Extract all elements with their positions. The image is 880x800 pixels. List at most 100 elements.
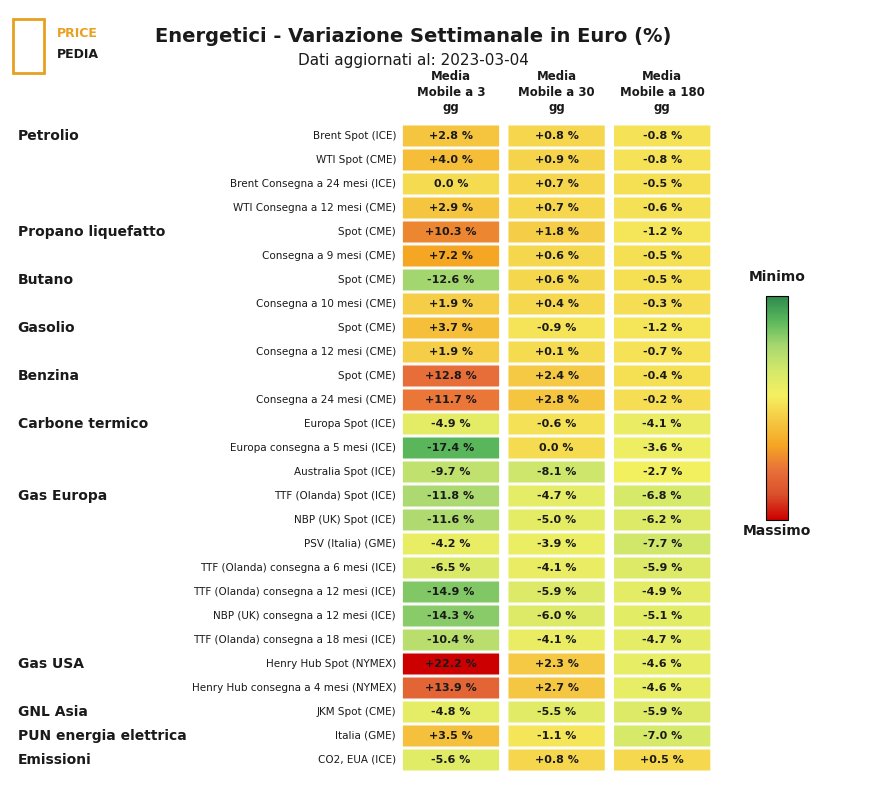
Text: -0.4 %: -0.4 % <box>642 371 682 381</box>
Text: JKM Spot (CME): JKM Spot (CME) <box>317 707 396 717</box>
Text: +0.8 %: +0.8 % <box>535 755 578 765</box>
FancyBboxPatch shape <box>13 18 44 73</box>
Text: Massimo: Massimo <box>743 524 811 538</box>
Text: Europa Spot (ICE): Europa Spot (ICE) <box>304 419 396 429</box>
Text: Minimo: Minimo <box>749 270 805 284</box>
Text: +10.3 %: +10.3 % <box>425 227 477 237</box>
Text: CO2, EUA (ICE): CO2, EUA (ICE) <box>318 755 396 765</box>
Text: -6.8 %: -6.8 % <box>642 491 682 501</box>
Text: -4.6 %: -4.6 % <box>642 683 682 693</box>
Text: -1.2 %: -1.2 % <box>642 323 682 333</box>
Text: +22.2 %: +22.2 % <box>425 659 477 669</box>
Text: GNL Asia: GNL Asia <box>18 705 87 719</box>
Text: Europa consegna a 5 mesi (ICE): Europa consegna a 5 mesi (ICE) <box>230 443 396 453</box>
Text: +0.5 %: +0.5 % <box>641 755 684 765</box>
Text: +11.7 %: +11.7 % <box>425 395 477 405</box>
Text: -4.2 %: -4.2 % <box>431 539 471 549</box>
Text: Petrolio: Petrolio <box>18 129 79 143</box>
Text: +1.8 %: +1.8 % <box>535 227 579 237</box>
Text: -0.8 %: -0.8 % <box>642 155 682 165</box>
Text: -4.1 %: -4.1 % <box>642 419 682 429</box>
Text: Energetici - Variazione Settimanale in Euro (%): Energetici - Variazione Settimanale in E… <box>156 26 671 46</box>
Text: -3.9 %: -3.9 % <box>537 539 576 549</box>
Text: WTI Consegna a 12 mesi (CME): WTI Consegna a 12 mesi (CME) <box>233 203 396 213</box>
Text: +1.9 %: +1.9 % <box>429 347 473 357</box>
Text: TTF (Olanda) consegna a 18 mesi (ICE): TTF (Olanda) consegna a 18 mesi (ICE) <box>194 635 396 645</box>
Text: -12.6 %: -12.6 % <box>428 275 474 285</box>
Text: +1.9 %: +1.9 % <box>429 299 473 309</box>
Text: Gasolio: Gasolio <box>18 321 75 335</box>
Text: Italia (GME): Italia (GME) <box>335 731 396 741</box>
Text: Spot (CME): Spot (CME) <box>338 371 396 381</box>
Text: Henry Hub consegna a 4 mesi (NYMEX): Henry Hub consegna a 4 mesi (NYMEX) <box>192 683 396 693</box>
Text: Consegna a 9 mesi (CME): Consegna a 9 mesi (CME) <box>262 251 396 261</box>
Text: -11.8 %: -11.8 % <box>428 491 474 501</box>
Text: Spot (CME): Spot (CME) <box>338 323 396 333</box>
Text: +13.9 %: +13.9 % <box>425 683 477 693</box>
Text: Consegna a 24 mesi (CME): Consegna a 24 mesi (CME) <box>256 395 396 405</box>
Text: PSV (Italia) (GME): PSV (Italia) (GME) <box>304 539 396 549</box>
Text: -6.2 %: -6.2 % <box>642 515 682 525</box>
Text: -0.6 %: -0.6 % <box>642 203 682 213</box>
Text: Gas USA: Gas USA <box>18 657 84 671</box>
Text: Brent Consegna a 24 mesi (ICE): Brent Consegna a 24 mesi (ICE) <box>230 179 396 189</box>
Text: -4.7 %: -4.7 % <box>642 635 682 645</box>
Text: Brent Spot (ICE): Brent Spot (ICE) <box>312 131 396 141</box>
Text: +3.7 %: +3.7 % <box>429 323 473 333</box>
Text: -7.0 %: -7.0 % <box>642 731 682 741</box>
Text: -4.8 %: -4.8 % <box>431 707 471 717</box>
Text: +3.5 %: +3.5 % <box>429 731 473 741</box>
Text: +2.4 %: +2.4 % <box>534 371 579 381</box>
Text: -3.6 %: -3.6 % <box>642 443 682 453</box>
Text: +4.0 %: +4.0 % <box>429 155 473 165</box>
Text: PUN energia elettrica: PUN energia elettrica <box>18 729 187 743</box>
Text: +0.7 %: +0.7 % <box>535 203 578 213</box>
Text: 0.0 %: 0.0 % <box>539 443 574 453</box>
Text: Benzina: Benzina <box>18 369 79 383</box>
Text: NBP (UK) consegna a 12 mesi (ICE): NBP (UK) consegna a 12 mesi (ICE) <box>213 611 396 621</box>
Text: Media
Mobile a 30
gg: Media Mobile a 30 gg <box>518 70 595 114</box>
Text: -5.5 %: -5.5 % <box>537 707 576 717</box>
Text: -4.7 %: -4.7 % <box>537 491 576 501</box>
Text: -4.1 %: -4.1 % <box>537 635 576 645</box>
Text: Australia Spot (ICE): Australia Spot (ICE) <box>295 467 396 477</box>
Text: -5.9 %: -5.9 % <box>642 563 682 573</box>
Text: Consegna a 12 mesi (CME): Consegna a 12 mesi (CME) <box>256 347 396 357</box>
Text: WTI Spot (CME): WTI Spot (CME) <box>316 155 396 165</box>
Text: +0.8 %: +0.8 % <box>535 131 578 141</box>
Text: Propano liquefatto: Propano liquefatto <box>18 225 165 239</box>
Text: +0.7 %: +0.7 % <box>535 179 578 189</box>
Text: Media
Mobile a 180
gg: Media Mobile a 180 gg <box>620 70 705 114</box>
Text: -0.3 %: -0.3 % <box>642 299 682 309</box>
Text: TTF (Olanda) consegna a 12 mesi (ICE): TTF (Olanda) consegna a 12 mesi (ICE) <box>194 587 396 597</box>
Text: -5.0 %: -5.0 % <box>537 515 576 525</box>
Text: -0.6 %: -0.6 % <box>537 419 576 429</box>
Text: -5.1 %: -5.1 % <box>642 611 682 621</box>
Text: -2.7 %: -2.7 % <box>642 467 682 477</box>
Text: Emissioni: Emissioni <box>18 753 92 767</box>
Text: +0.6 %: +0.6 % <box>535 275 579 285</box>
Text: -17.4 %: -17.4 % <box>428 443 474 453</box>
Text: -1.2 %: -1.2 % <box>642 227 682 237</box>
Text: +0.4 %: +0.4 % <box>535 299 579 309</box>
Text: -0.8 %: -0.8 % <box>642 131 682 141</box>
Text: -14.9 %: -14.9 % <box>428 587 474 597</box>
Text: -4.1 %: -4.1 % <box>537 563 576 573</box>
Text: Butano: Butano <box>18 273 74 287</box>
Text: TTF (Olanda) Spot (ICE): TTF (Olanda) Spot (ICE) <box>275 491 396 501</box>
Text: -0.5 %: -0.5 % <box>642 179 682 189</box>
Text: -1.1 %: -1.1 % <box>537 731 576 741</box>
Text: +2.3 %: +2.3 % <box>535 659 578 669</box>
Text: Spot (CME): Spot (CME) <box>338 275 396 285</box>
Text: Dati aggiornati al: 2023-03-04: Dati aggiornati al: 2023-03-04 <box>298 53 529 67</box>
Text: -9.7 %: -9.7 % <box>431 467 471 477</box>
Text: PEDIA: PEDIA <box>57 48 99 62</box>
Text: +0.1 %: +0.1 % <box>535 347 578 357</box>
Text: -10.4 %: -10.4 % <box>428 635 474 645</box>
Text: +2.8 %: +2.8 % <box>429 131 473 141</box>
Text: -5.9 %: -5.9 % <box>537 587 576 597</box>
Text: -0.9 %: -0.9 % <box>537 323 576 333</box>
Text: 0.0 %: 0.0 % <box>434 179 468 189</box>
Text: Gas Europa: Gas Europa <box>18 489 106 503</box>
Text: +0.6 %: +0.6 % <box>535 251 579 261</box>
